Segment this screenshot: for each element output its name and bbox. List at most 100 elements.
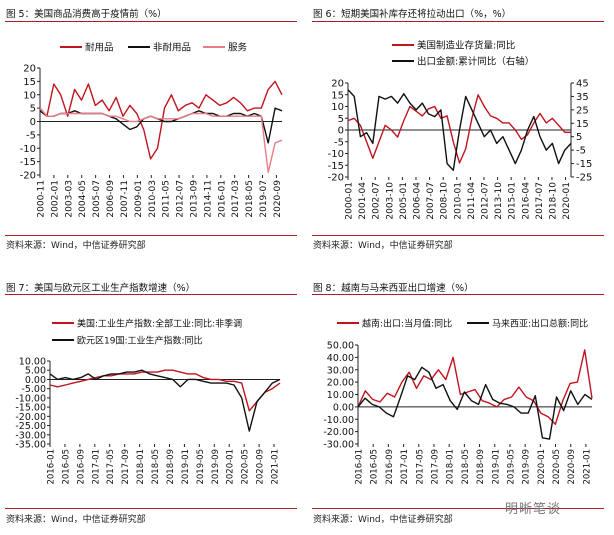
title-rule: [5, 294, 297, 295]
x-tick-label: 2017-05: [415, 449, 425, 485]
y-tick-label: -20.00: [323, 427, 354, 438]
x-tick-label: 2001-04: [358, 182, 368, 220]
source-rule: [312, 508, 604, 509]
y-tick-label: 10.00: [19, 357, 46, 368]
x-tick-label: 2018-01: [446, 449, 456, 485]
y-tick-label: -30.00: [15, 430, 46, 441]
x-tick-label: 2017-01: [91, 449, 101, 485]
x-tick-label: 2017-09: [121, 449, 131, 485]
x-tick-label: 2013-10: [494, 182, 504, 220]
x-tick-label: 2010-01: [453, 182, 463, 220]
y-tick-label: 5: [30, 104, 36, 115]
figure-title: 图 7：美国与欧元区工业生产指数增速（%）: [6, 283, 196, 294]
legend-label: 美国制造业存货量:同比: [417, 40, 515, 52]
x-tick-label: 2020-05: [241, 449, 251, 485]
figure-8: 图 8：越南与马来西亚出口增速（%） 资料来源：Wind，中信证券研究部: [307, 270, 607, 535]
x-tick-label: 2017-07: [535, 182, 545, 220]
y-tick-label: 30.00: [327, 365, 354, 376]
y2-tick-label: 5: [576, 132, 582, 143]
x-tick-label: 2020-01: [562, 182, 572, 220]
x-tick-label: 2003-10: [385, 182, 395, 220]
x-tick-label: 2019-09: [211, 449, 221, 485]
x-tick-label: 2012-07: [176, 180, 186, 218]
title-rule: [5, 21, 297, 22]
y2-tick-label: 45: [576, 79, 589, 90]
x-tick-label: 2003-03: [64, 180, 74, 218]
y-tick-label: 10: [331, 102, 344, 113]
x-tick-label: 2019-09: [522, 449, 532, 485]
y-tick-label: 20.00: [327, 378, 354, 389]
title-rule: [312, 294, 604, 295]
source-rule: [5, 508, 297, 509]
source-note: 资料来源：Wind，中信证券研究部: [6, 515, 146, 525]
series-line-0: [357, 349, 593, 425]
series-line-0: [39, 80, 283, 160]
y-tick-label: -15.00: [15, 403, 46, 414]
figure-5: 图 5：美国商品消费高于疫情前（%） 资料来源：Wind，中信证券研究部: [0, 0, 300, 260]
x-tick-label: 2008-10: [440, 182, 450, 220]
figure-7: 图 7：美国与欧元区工业生产指数增速（%） 资料来源：Wind，中信证券研究部: [0, 270, 300, 535]
y-tick-label: -30.00: [323, 440, 354, 451]
figure-6: 图 6：短期美国补库存还将拉动出口（%，%） 资料来源：Wind，中信证券研究部: [307, 0, 607, 260]
legend-label: 耐用品: [85, 42, 114, 54]
x-tick-label: 2006-09: [106, 180, 116, 218]
y-tick-label: 15: [331, 90, 344, 101]
x-tick-label: 2018-05: [245, 180, 255, 218]
x-tick-label: 2002-01: [50, 180, 60, 218]
x-tick-label: 2016-09: [76, 449, 86, 485]
y-tick-label: -10: [20, 144, 36, 155]
x-tick-label: 2005-01: [399, 182, 409, 220]
y-tick-label: 5.00: [25, 366, 46, 377]
x-tick-label: 2019-05: [506, 449, 516, 485]
title-rule: [312, 21, 604, 22]
figure-title: 图 6：短期美国补库存还将拉动出口（%，%）: [313, 9, 512, 20]
x-tick-label: 2018-05: [461, 449, 471, 485]
x-tick-label: 2016-01: [355, 449, 365, 485]
y-tick-label: 20: [331, 79, 344, 90]
x-tick-label: 2000-11: [37, 180, 47, 218]
x-tick-label: 2018-10: [548, 182, 558, 220]
legend-label: 马来西亚:出口总额:同比: [492, 318, 588, 330]
x-tick-label: 2021-01: [271, 449, 281, 485]
x-tick-label: 2017-09: [430, 449, 440, 485]
x-tick-label: 2020-01: [537, 449, 547, 485]
x-tick-label: 2002-07: [372, 182, 382, 220]
x-tick-label: 2019-01: [181, 449, 191, 485]
x-tick-label: 2007-11: [120, 180, 130, 218]
x-tick-label: 2019-01: [491, 449, 501, 485]
figure-title: 图 5：美国商品消费高于疫情前（%）: [6, 9, 167, 20]
y-tick-label: 20: [23, 64, 36, 75]
y-tick-label: -10.00: [15, 393, 46, 404]
y-tick-label: -20: [20, 171, 36, 182]
source-note: 资料来源：Wind，中信证券研究部: [313, 515, 453, 525]
y2-tick-label: 25: [576, 105, 589, 116]
x-tick-label: 2018-09: [166, 449, 176, 485]
source-note: 资料来源：Wind，中信证券研究部: [6, 241, 146, 251]
x-tick-label: 2011-04: [467, 182, 477, 220]
x-tick-label: 2012-07: [480, 182, 490, 220]
y-tick-label: -20: [328, 173, 344, 184]
legend-label: 非耐用品: [153, 42, 191, 54]
y-tick-label: 50.00: [327, 341, 354, 352]
x-tick-label: 2009-01: [134, 180, 144, 218]
watermark: 明晰笔谈: [505, 502, 562, 517]
x-tick-label: 2010-03: [148, 180, 158, 218]
y-tick-label: -35.00: [15, 440, 46, 451]
legend-label: 出口金额:累计同比（右轴）: [417, 56, 534, 68]
series-line-1: [357, 366, 593, 440]
x-tick-label: 2019-07: [259, 180, 269, 218]
y2-tick-label: -5: [576, 146, 586, 157]
x-tick-label: 2017-03: [231, 180, 241, 218]
y2-tick-label: -25: [576, 173, 592, 184]
source-rule: [312, 235, 604, 236]
series-line-0: [49, 369, 281, 412]
y-tick-label: 10: [23, 90, 36, 101]
x-tick-label: 2016-09: [385, 449, 395, 485]
y-tick-label: -5: [26, 130, 36, 141]
x-tick-label: 2018-01: [136, 449, 146, 485]
figure-title: 图 8：越南与马来西亚出口增速（%）: [313, 283, 474, 294]
series-line-1: [347, 89, 572, 172]
y-tick-label: -20.00: [15, 412, 46, 423]
